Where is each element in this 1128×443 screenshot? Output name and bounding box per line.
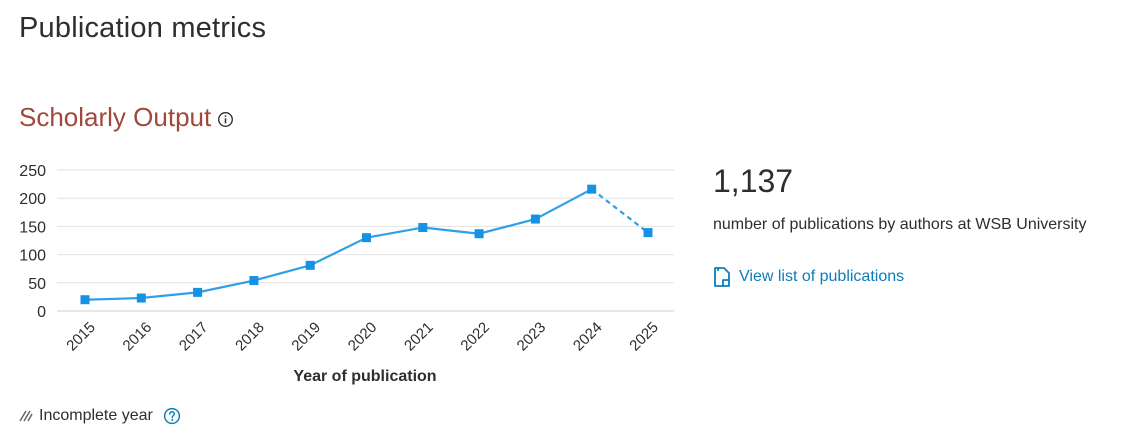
data-point-2025[interactable] xyxy=(643,228,653,238)
section-title: Scholarly Output xyxy=(19,102,234,133)
incomplete-year-legend: Incomplete year xyxy=(19,407,181,425)
help-icon[interactable] xyxy=(163,407,181,425)
x-tick-label: 2018 xyxy=(232,319,268,355)
chart-grid xyxy=(57,169,674,312)
series-line-segment xyxy=(197,279,255,294)
view-publications-label: View list of publications xyxy=(739,268,905,285)
data-point-2020[interactable] xyxy=(362,233,371,243)
y-tick-label: 150 xyxy=(19,219,46,236)
x-tick-label: 2017 xyxy=(176,319,212,355)
incomplete-year-label: Incomplete year xyxy=(39,407,153,424)
data-point-2023[interactable] xyxy=(530,214,540,224)
series-line-segment xyxy=(309,236,367,267)
x-axis-ticks: 2015 2016 2017 2018 2019 2020 2021 2022 2023 2024… xyxy=(63,319,662,355)
x-tick-label: 2015 xyxy=(63,319,99,355)
data-point-2016[interactable] xyxy=(136,293,146,303)
series-line-segment xyxy=(141,291,198,300)
x-tick-label: 2023 xyxy=(514,319,550,355)
x-axis-title: Year of publication xyxy=(293,368,436,385)
data-point-2018[interactable] xyxy=(249,276,259,286)
document-list-icon xyxy=(714,267,730,287)
total-publications-value: 1,137 xyxy=(713,163,794,199)
x-tick-label: 2021 xyxy=(401,319,437,355)
series-lines xyxy=(84,188,649,301)
y-tick-label: 50 xyxy=(28,276,46,293)
data-point-2024[interactable] xyxy=(587,184,597,194)
section-title-label: Scholarly Output xyxy=(19,102,212,132)
series-line-segment xyxy=(478,218,536,235)
series-line-segment xyxy=(534,188,593,221)
x-tick-label: 2019 xyxy=(288,319,324,355)
data-point-2017[interactable] xyxy=(193,287,203,297)
x-tick-label: 2016 xyxy=(120,319,156,355)
data-point-2022[interactable] xyxy=(474,229,484,239)
data-point-2019[interactable] xyxy=(305,260,315,270)
y-tick-label: 250 xyxy=(19,163,46,180)
series-line-segment xyxy=(253,264,311,282)
view-publications-link[interactable]: View list of publications xyxy=(713,267,904,287)
series-line-segment-incomplete xyxy=(591,188,649,234)
x-tick-label: 2020 xyxy=(345,319,381,355)
series-markers xyxy=(80,184,653,305)
y-tick-label: 0 xyxy=(37,304,46,321)
y-axis-ticks: 0 50 100 150 200 250 xyxy=(19,163,46,321)
series-line-segment xyxy=(84,296,142,301)
data-point-2015[interactable] xyxy=(80,295,90,305)
data-point-2021[interactable] xyxy=(418,223,428,233)
hatch-pattern-icon xyxy=(19,410,33,422)
x-tick-label: 2025 xyxy=(626,319,662,355)
scholarly-output-chart: 0 50 100 150 200 250 2015 2016 2017 2018 2019 2020… xyxy=(19,163,674,385)
x-tick-label: 2022 xyxy=(457,319,493,355)
info-icon[interactable] xyxy=(217,111,234,128)
page-title: Publication metrics xyxy=(19,12,267,44)
y-tick-label: 200 xyxy=(19,191,46,208)
series-line-segment xyxy=(422,226,480,235)
y-tick-label: 100 xyxy=(19,248,46,265)
total-publications-description: number of publications by authors at WSB… xyxy=(713,216,1087,233)
x-tick-label: 2024 xyxy=(570,319,606,355)
series-line-segment xyxy=(366,226,423,239)
